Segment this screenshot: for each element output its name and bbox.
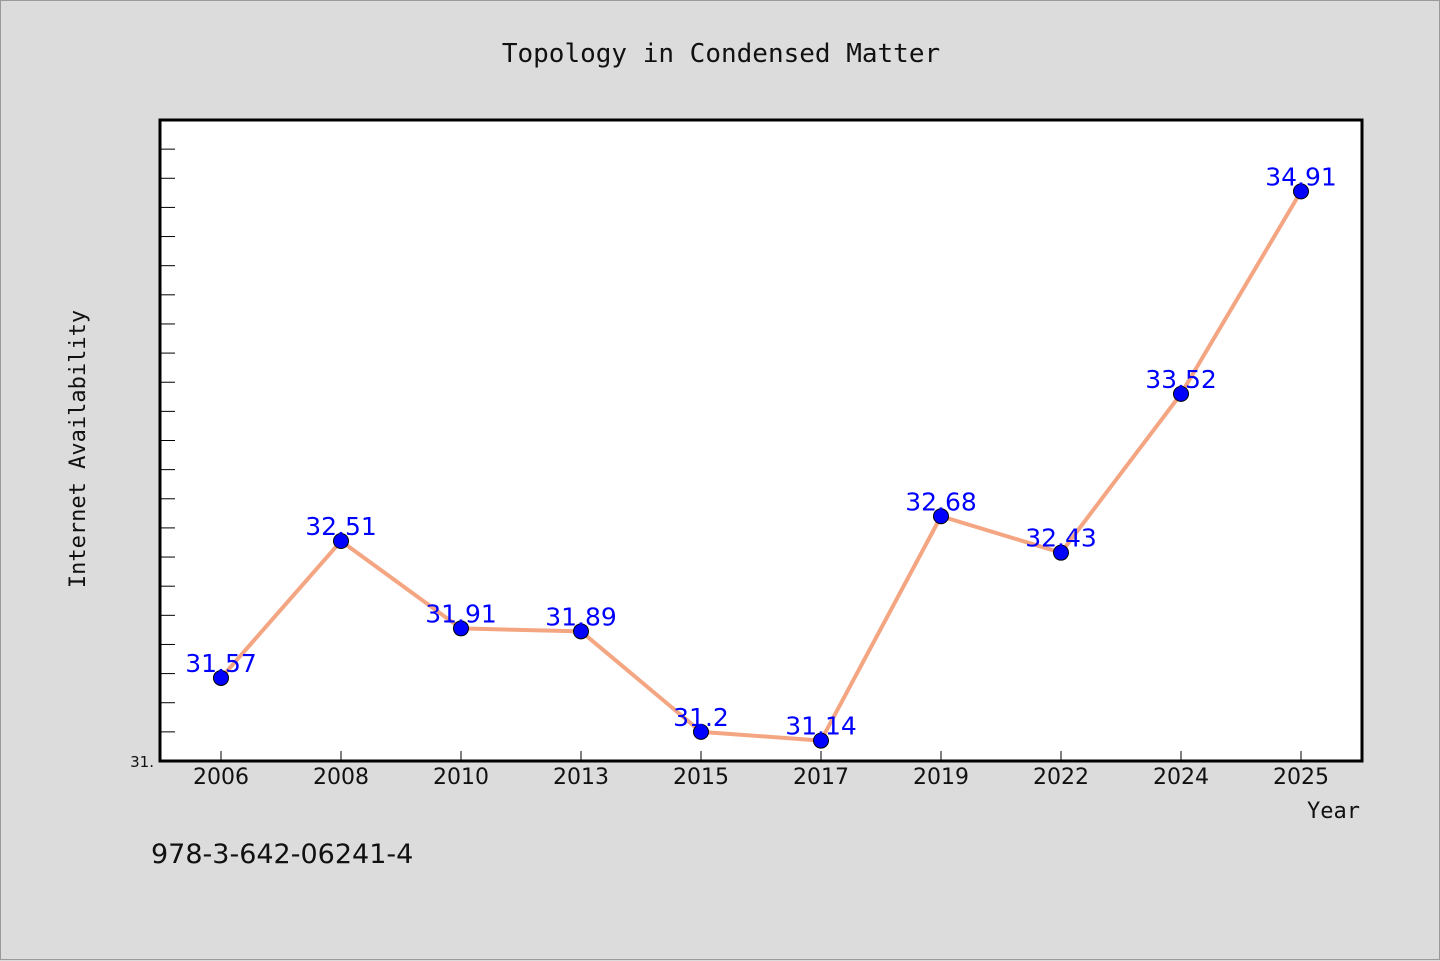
isbn-text: 978-3-642-06241-4 <box>151 839 413 870</box>
x-tick-label: 2010 <box>433 765 489 790</box>
data-point <box>1053 544 1069 561</box>
data-label: 31.2 <box>673 703 729 732</box>
data-label: 31.57 <box>185 649 257 678</box>
data-point <box>573 623 589 640</box>
data-point <box>1293 183 1309 200</box>
x-tick-label: 2013 <box>553 765 609 790</box>
plot-area <box>158 118 1364 763</box>
data-point <box>213 669 229 686</box>
y-axis-ticks <box>160 148 175 733</box>
x-tick-label: 2019 <box>913 765 969 790</box>
series-line <box>219 190 1303 743</box>
data-label: 34.91 <box>1265 162 1337 191</box>
data-labels: 31.57 32.51 31.91 31.89 31.2 31.14 32.68 32.43 3… <box>185 162 1337 740</box>
data-label: 31.89 <box>545 602 617 631</box>
x-tick-label: 2015 <box>673 765 729 790</box>
data-label: 31.91 <box>425 599 497 628</box>
y-axis-label: Internet Availability <box>66 310 91 588</box>
data-point <box>933 508 949 525</box>
data-point <box>813 732 829 749</box>
data-label: 32.43 <box>1025 524 1097 553</box>
chart-title: Topology in Condensed Matter <box>502 39 940 69</box>
x-axis-label: Year <box>1307 799 1360 824</box>
x-tick-label: 2008 <box>313 765 369 790</box>
x-tick-label: 2006 <box>193 765 249 790</box>
x-tick-label: 2022 <box>1033 765 1089 790</box>
data-label: 31.14 <box>785 712 857 741</box>
data-label: 32.51 <box>305 512 377 541</box>
data-point <box>1173 385 1189 402</box>
data-point <box>693 723 709 740</box>
data-point <box>333 533 349 550</box>
x-axis-ticks: 2006 2008 2010 2013 2015 2017 2019 2022 2024 2025 <box>193 751 1329 790</box>
x-tick-label: 2024 <box>1153 765 1209 790</box>
x-tick-label: 2017 <box>793 765 849 790</box>
series-layer <box>213 183 1309 749</box>
x-tick-label: 2025 <box>1273 765 1329 790</box>
data-label: 32.68 <box>905 487 977 516</box>
data-label: 33.52 <box>1145 365 1217 394</box>
data-point <box>453 620 469 637</box>
y-tick-label: 31. <box>130 753 154 771</box>
